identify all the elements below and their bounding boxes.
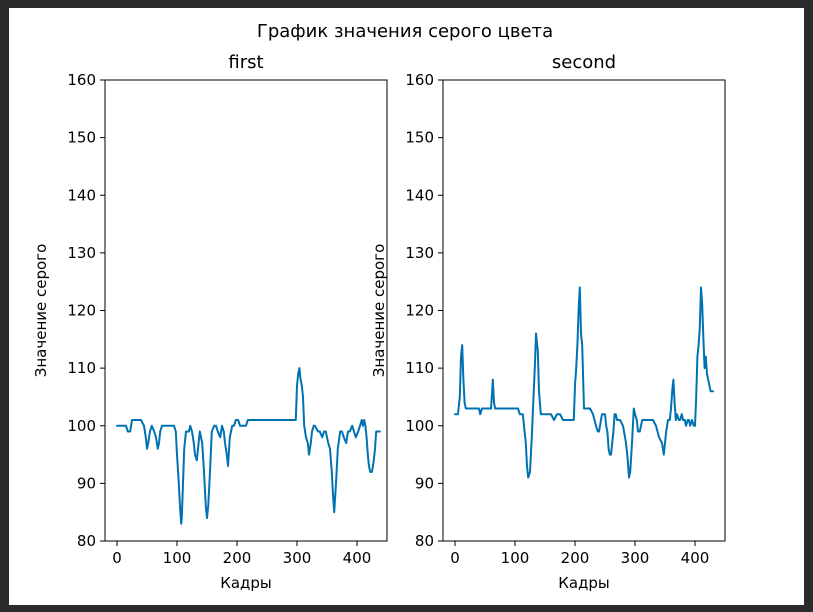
subplots: 0 100 200 300 400 80 90 100 110 120 130 140 150 160 fi… (32, 52, 726, 592)
y-axis-label: Значение серого (32, 244, 50, 378)
y-tick-label: 140 (405, 186, 434, 204)
figure-suptitle: График значения серого цвета (257, 21, 553, 42)
y-axis-label: Значение серого (370, 244, 388, 378)
y-tick-label: 150 (405, 129, 434, 147)
y-tick-label: 140 (67, 186, 96, 204)
x-axis-label: Кадры (558, 574, 610, 592)
y-tick-label: 90 (415, 474, 434, 492)
y-tick-label: 160 (405, 71, 434, 89)
subplot-title: first (228, 52, 263, 73)
y-tick-label: 110 (405, 359, 434, 377)
subplot-second: 0 100 200 300 400 80 90 100 110 120 130 140 150 160 se… (370, 52, 726, 592)
y-tick-label: 120 (67, 302, 96, 320)
figure-background (9, 8, 804, 605)
y-tick-label: 130 (67, 244, 96, 262)
x-tick-label: 100 (501, 549, 530, 567)
series-line-0 (454, 286, 714, 479)
y-tick-label: 130 (405, 244, 434, 262)
y-tick-label: 80 (77, 532, 96, 550)
x-tick-label: 400 (343, 549, 372, 567)
y-tick-label: 150 (67, 129, 96, 147)
x-tick-label: 400 (681, 549, 710, 567)
y-tick-label: 160 (67, 71, 96, 89)
y-tick-label: 90 (77, 474, 96, 492)
subplot-title: second (552, 52, 616, 73)
x-tick-label: 300 (621, 549, 650, 567)
y-tick-label: 100 (67, 417, 96, 435)
y-tick-label: 80 (415, 532, 434, 550)
x-tick-label: 300 (283, 549, 312, 567)
x-tick-label: 100 (163, 549, 192, 567)
y-tick-label: 110 (67, 359, 96, 377)
subplot-first: 0 100 200 300 400 80 90 100 110 120 130 140 150 160 fi… (32, 52, 388, 592)
x-tick-label: 200 (561, 549, 590, 567)
y-tick-label: 100 (405, 417, 434, 435)
x-tick-label: 0 (112, 549, 122, 567)
y-tick-label: 120 (405, 302, 434, 320)
x-axis-label: Кадры (220, 574, 272, 592)
x-tick-label: 0 (450, 549, 460, 567)
x-tick-label: 200 (223, 549, 252, 567)
series-line-0 (116, 367, 381, 525)
